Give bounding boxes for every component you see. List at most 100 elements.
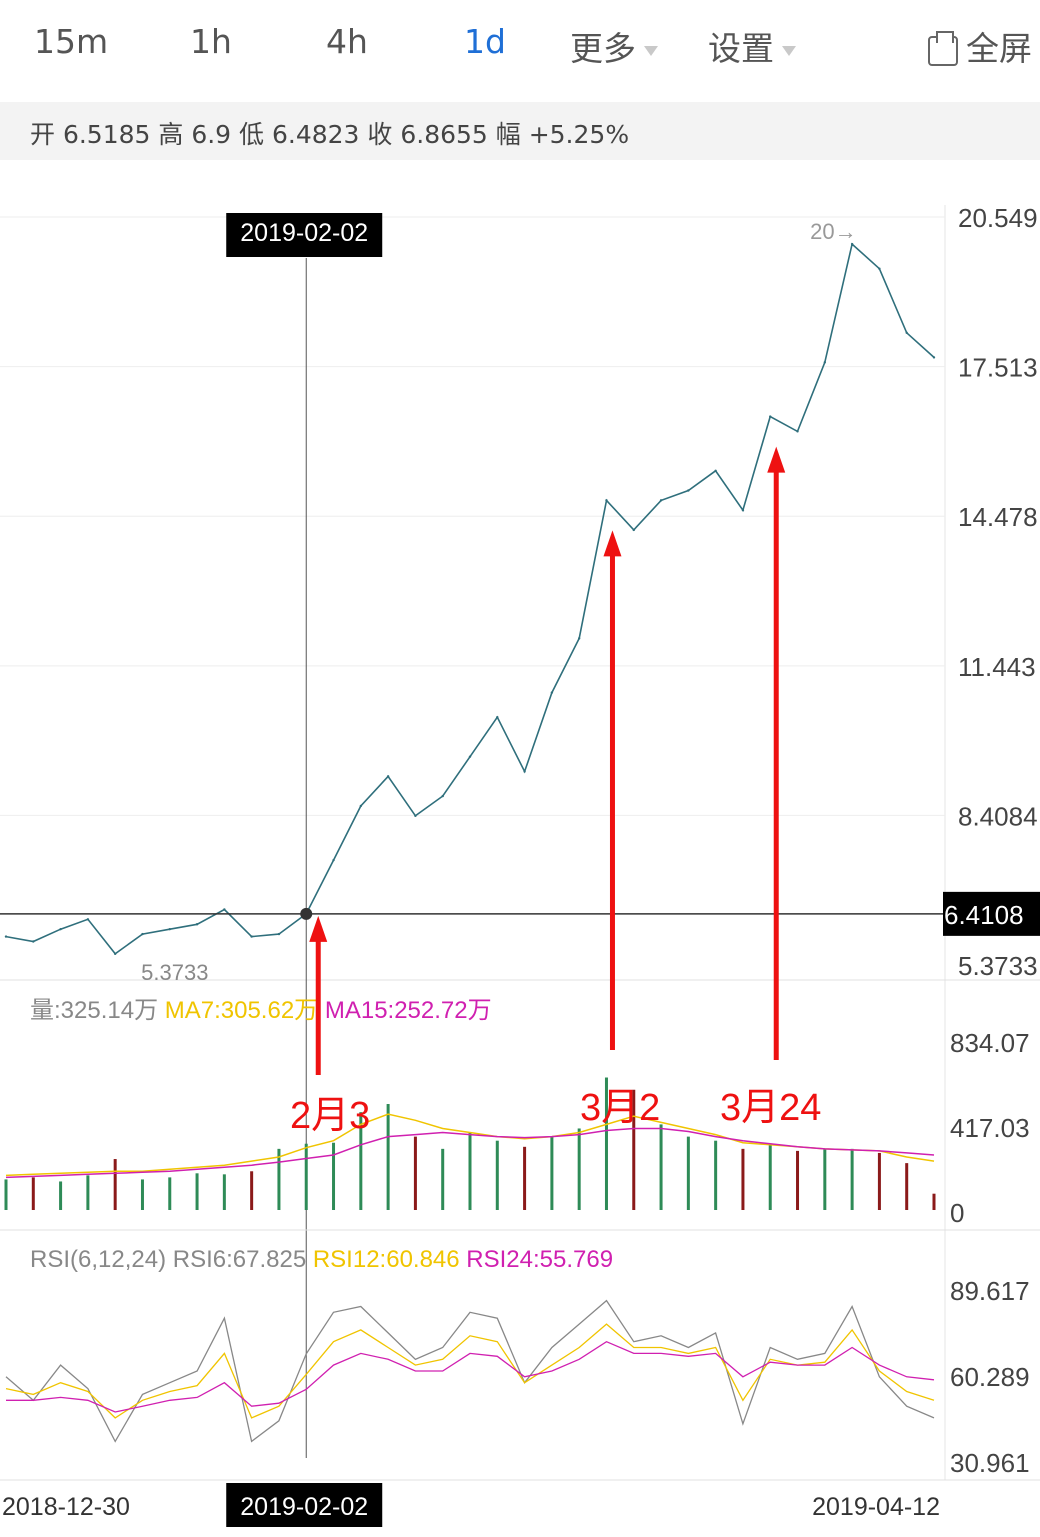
volume-header-part: MA7:305.62万 — [158, 997, 318, 1024]
price-point — [741, 509, 745, 512]
date-cursor-box — [226, 1483, 383, 1527]
tab-settings[interactable]: 设置 — [708, 22, 796, 70]
price-axis-label: 8.4084 — [958, 801, 1038, 831]
volume-bar — [495, 1140, 499, 1210]
ohlc-info-bar: 开 6.5185 高 6.9 低 6.4823 收 6.8655 幅 +5.25… — [0, 102, 1040, 160]
crosshair-price-label: 6.4108 — [944, 900, 1024, 930]
price-point — [223, 908, 226, 911]
price-point — [577, 637, 581, 640]
tab-settings-label: 设置 — [708, 29, 774, 68]
volume-bar — [304, 1143, 308, 1210]
chevron-down-icon — [782, 45, 796, 56]
volume-axis-label: 417.03 — [950, 1113, 1030, 1143]
price-axis-label: 17.513 — [958, 353, 1038, 383]
price-point — [796, 430, 799, 433]
price-point — [550, 691, 554, 694]
rsi-line-rsi12 — [5, 1323, 935, 1419]
volume-bar — [4, 1179, 8, 1210]
volume-bar — [932, 1193, 936, 1210]
tab-1h[interactable]: 1h — [190, 22, 232, 61]
tab-4h[interactable]: 4h — [326, 22, 368, 61]
crosshair-dot — [300, 907, 313, 920]
price-point — [932, 356, 936, 359]
annotation-arrowhead — [603, 530, 622, 557]
volume-bar — [577, 1128, 581, 1210]
volume-bar — [250, 1171, 254, 1210]
price-point — [386, 775, 390, 778]
volume-bar — [468, 1132, 472, 1210]
price-line — [5, 242, 935, 955]
volume-bar — [604, 1077, 608, 1210]
rsi-header-part: RSI(6,12,24) — [30, 1246, 173, 1273]
rsi-header: RSI(6,12,24) RSI6:67.825 RSI12:60.846 RS… — [30, 1246, 613, 1273]
price-point — [468, 755, 472, 758]
rsi-line-rsi24 — [6, 1340, 935, 1413]
tab-1d[interactable]: 1d — [464, 22, 506, 61]
volume-axis-label: 834.07 — [950, 1028, 1030, 1058]
volume-header-part: MA15:252.72万 — [318, 997, 491, 1024]
volume-bar — [768, 1144, 772, 1210]
price-point — [4, 935, 8, 938]
price-point — [250, 935, 253, 938]
price-point — [32, 940, 35, 943]
volume-bar — [877, 1152, 881, 1210]
max-price-label: 20→ — [810, 219, 856, 244]
volume-bar — [550, 1136, 554, 1210]
volume-bar — [59, 1181, 63, 1210]
crosshair-price-box — [943, 891, 1040, 936]
annotation-arrowhead — [309, 915, 328, 942]
volume-bar — [168, 1177, 172, 1210]
volume-bar — [386, 1104, 390, 1210]
volume-bar — [796, 1150, 800, 1210]
price-point — [632, 528, 635, 532]
price-point — [714, 469, 717, 472]
annotation-arrowhead — [767, 446, 786, 473]
tab-15m[interactable]: 15m — [34, 22, 109, 61]
volume-bar — [632, 1089, 636, 1210]
volume-header-part: 量:325.14万 — [30, 997, 158, 1024]
volume-bar — [332, 1142, 336, 1210]
fullscreen-label: 全屏 — [966, 29, 1032, 68]
price-point — [905, 331, 908, 334]
volume-axis-label: 0 — [950, 1198, 964, 1228]
price-point — [659, 499, 663, 502]
price-point — [86, 918, 90, 921]
price-point — [523, 770, 526, 773]
tab-more[interactable]: 更多 — [570, 22, 658, 70]
volume-bar — [905, 1163, 909, 1210]
volume-bar — [523, 1146, 527, 1210]
crosshair-date-box — [226, 213, 383, 257]
price-point — [496, 716, 499, 719]
price-point — [878, 267, 881, 270]
rsi-header-part: RSI12:60.846 — [313, 1246, 466, 1273]
rsi-line-rsi6 — [5, 1299, 935, 1443]
price-point — [687, 489, 690, 492]
candlestick-chart-area[interactable]: 20.549 17.513 14.478 11.443 8.4084 5.3733 5.37… — [0, 170, 1040, 1537]
volume-header: 量:325.14万 MA7:305.62万 MA15:252.72万 — [30, 997, 492, 1024]
price-point — [605, 499, 608, 502]
price-point — [277, 932, 281, 936]
price-point — [850, 242, 854, 246]
timeframe-tab-bar: 15m 1h 4h 1d 更多 设置 全屏 — [0, 0, 1040, 100]
volume-ma15-line — [5, 1127, 935, 1179]
fullscreen-button[interactable]: 全屏 — [928, 22, 1032, 70]
price-point — [769, 415, 772, 418]
price-point — [414, 814, 417, 818]
date-label-cursor: 2019-02-02 — [240, 1493, 368, 1521]
volume-bar — [823, 1148, 827, 1210]
volume-bar — [277, 1148, 281, 1210]
price-point — [168, 927, 171, 931]
volume-bar — [222, 1174, 226, 1210]
volume-bar — [850, 1148, 854, 1210]
price-axis-label: 5.3733 — [958, 951, 1038, 981]
volume-bar — [741, 1148, 745, 1210]
price-point — [332, 858, 335, 862]
crosshair-date-label: 2019-02-02 — [240, 219, 368, 247]
date-label-end: 2019-04-12 — [812, 1493, 940, 1521]
price-point — [823, 361, 827, 364]
volume-bar — [413, 1136, 417, 1210]
price-axis-label: 11.443 — [958, 652, 1036, 682]
volume-bar — [113, 1159, 117, 1210]
rsi-header-part: RSI6:67.825 — [173, 1246, 313, 1273]
rsi-axis-label: 60.289 — [950, 1362, 1030, 1392]
